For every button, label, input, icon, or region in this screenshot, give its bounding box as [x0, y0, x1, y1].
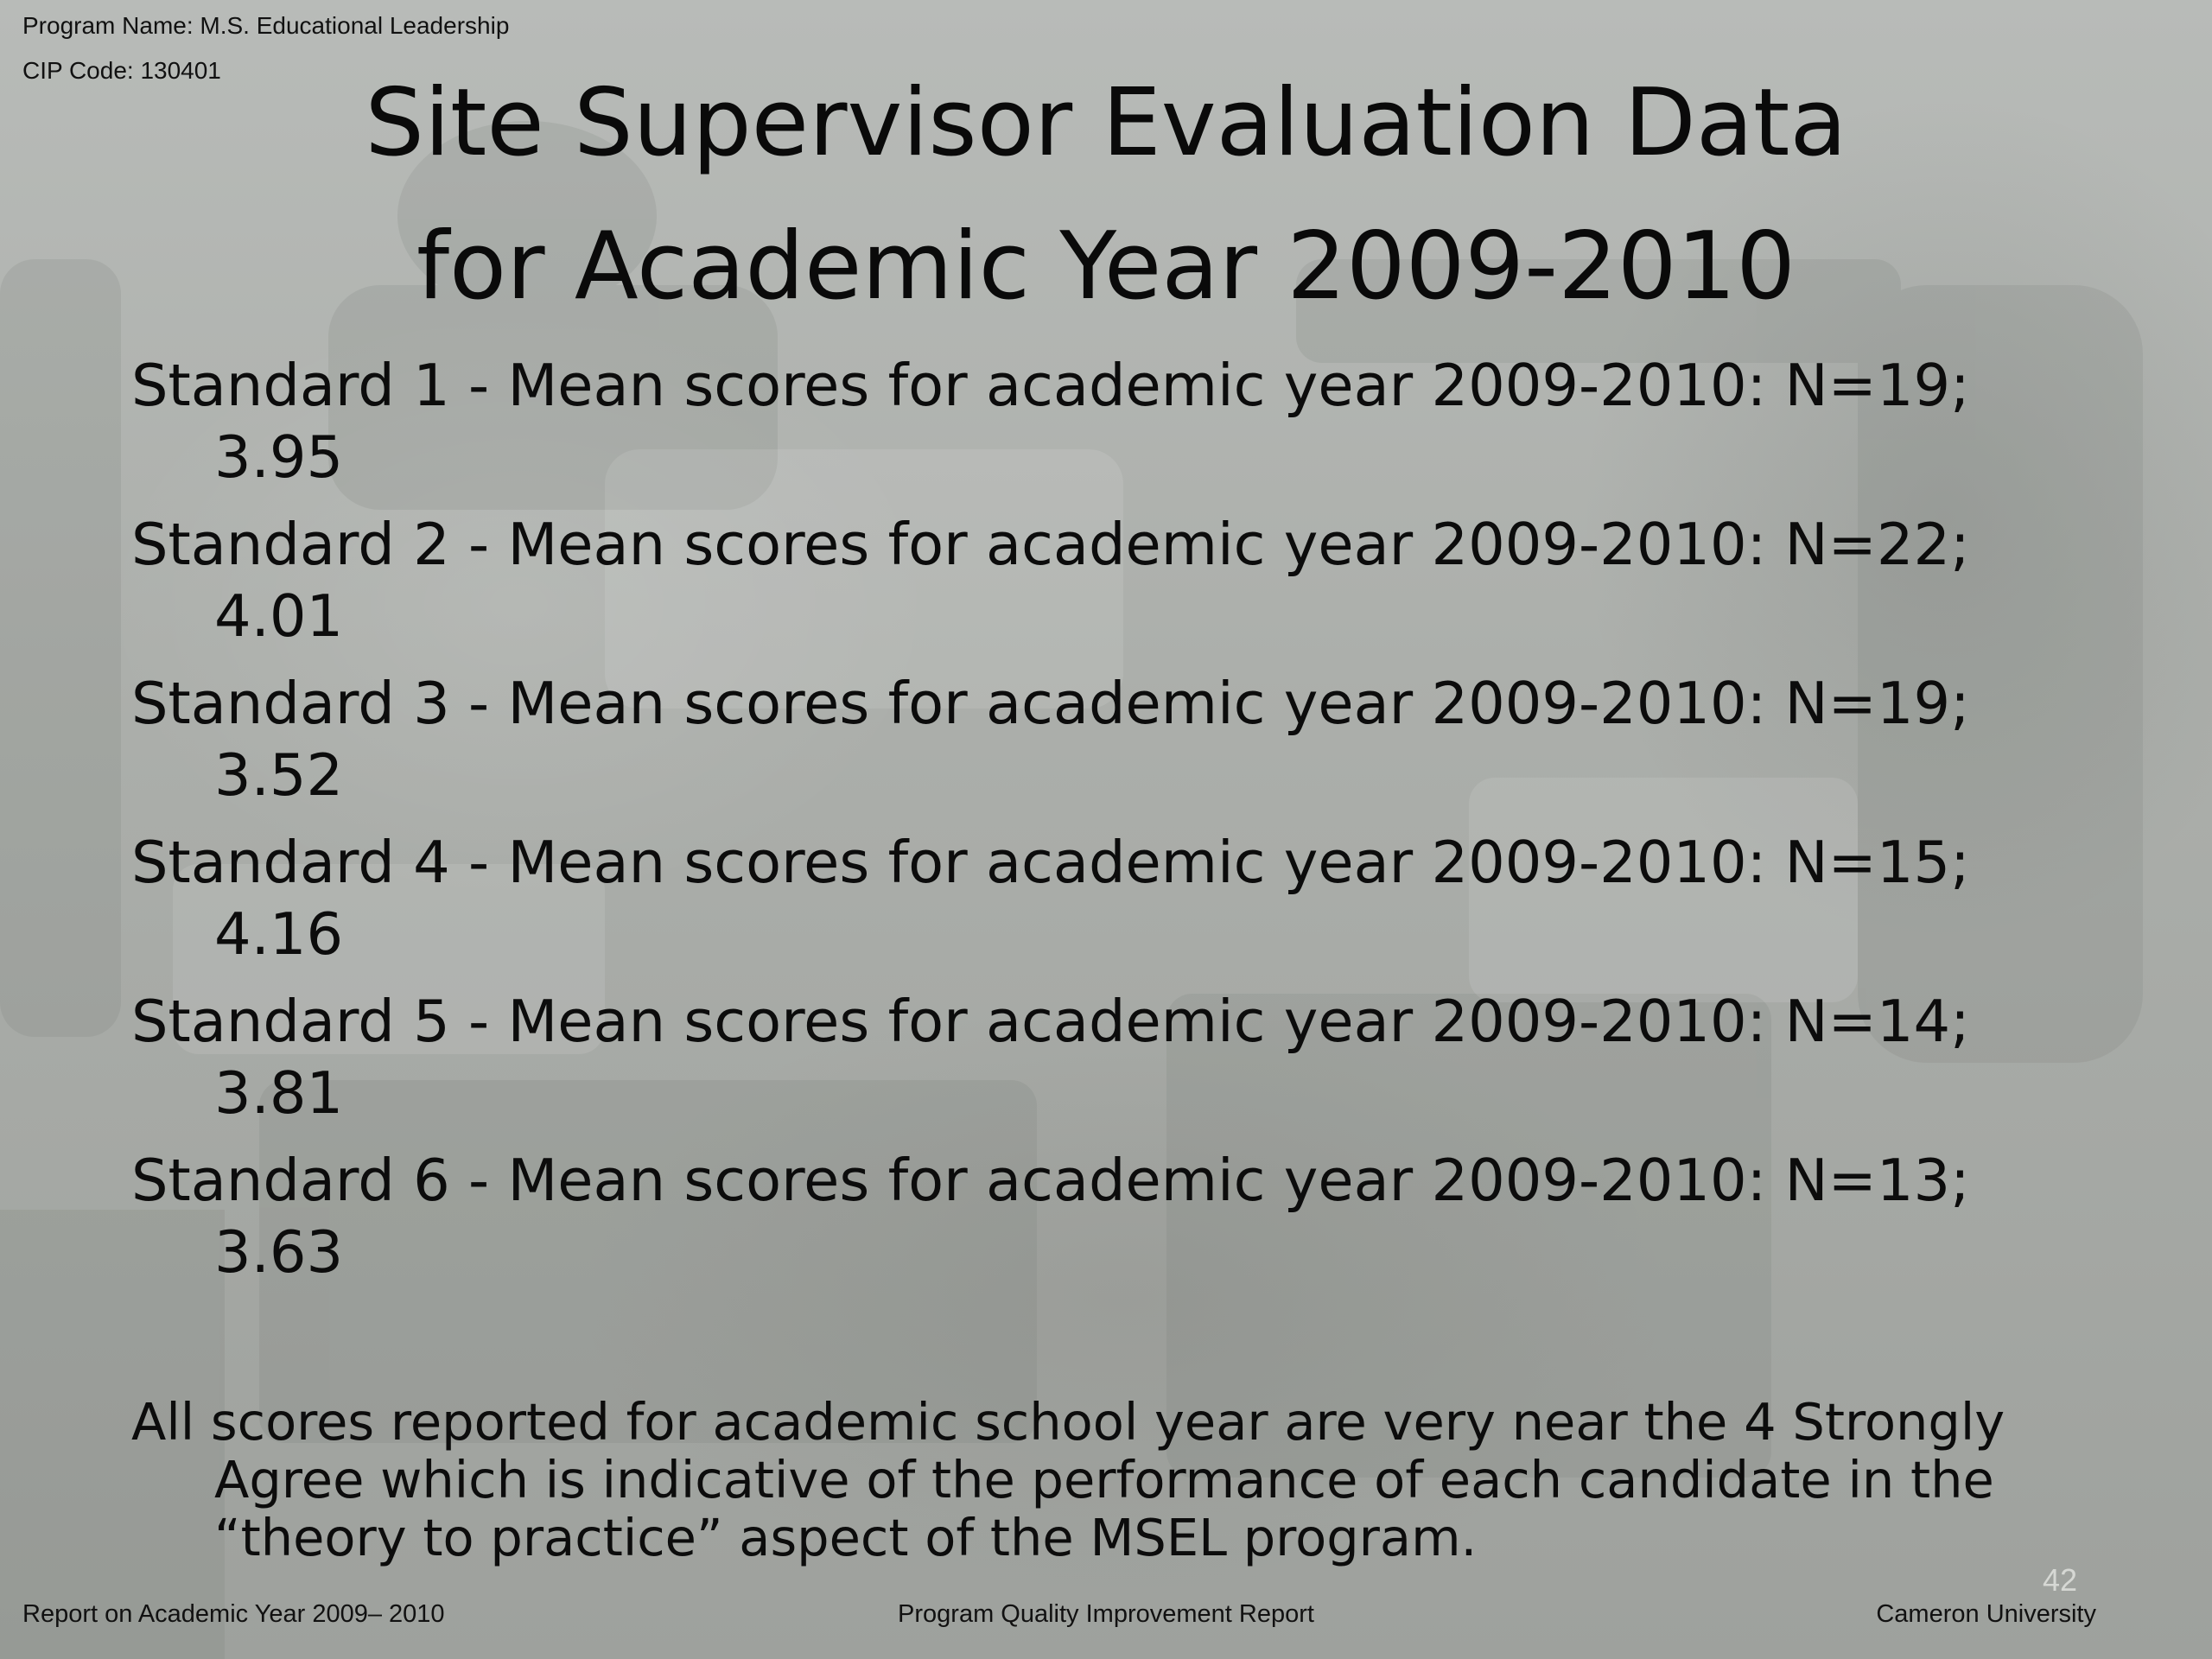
summary-paragraph: All scores reported for academic school … [131, 1392, 2005, 1567]
title-line-2: for Academic Year 2009-2010 [416, 213, 1796, 321]
standard-label: Standard 5 - Mean scores for academic ye… [131, 988, 1970, 1055]
standard-label: Standard 4 - Mean scores for academic ye… [131, 829, 1970, 896]
standard-item: Standard 2 - Mean scores for academic ye… [131, 509, 2101, 652]
slide-title: Site Supervisor Evaluation Data for Acad… [242, 52, 1970, 339]
cip-code: CIP Code: 130401 [22, 57, 221, 84]
standard-item: Standard 5 - Mean scores for academic ye… [131, 986, 2101, 1129]
standards-list: Standard 1 - Mean scores for academic ye… [131, 350, 2101, 1304]
standard-label: Standard 1 - Mean scores for academic ye… [131, 352, 1970, 419]
standard-item: Standard 1 - Mean scores for academic ye… [131, 350, 2101, 493]
standard-item: Standard 6 - Mean scores for academic ye… [131, 1145, 2101, 1288]
standard-score: 3.81 [214, 1059, 344, 1127]
standard-item: Standard 3 - Mean scores for academic ye… [131, 668, 2101, 811]
footer-right: Cameron University [1876, 1600, 2096, 1628]
standard-label: Standard 2 - Mean scores for academic ye… [131, 511, 1970, 578]
standard-score: 4.01 [214, 582, 344, 650]
standard-score: 4.16 [214, 900, 344, 968]
standard-label: Standard 6 - Mean scores for academic ye… [131, 1147, 1970, 1214]
footer-left: Report on Academic Year 2009– 2010 [22, 1600, 445, 1628]
standard-item: Standard 4 - Mean scores for academic ye… [131, 827, 2101, 970]
standard-score: 3.52 [214, 741, 344, 809]
page-number: 42 [2042, 1562, 2077, 1598]
footer-center: Program Quality Improvement Report [898, 1600, 1314, 1628]
standard-score: 3.95 [214, 423, 344, 491]
standard-label: Standard 3 - Mean scores for academic ye… [131, 670, 1970, 737]
program-name: Program Name: M.S. Educational Leadershi… [22, 12, 510, 39]
title-line-1: Site Supervisor Evaluation Data [365, 69, 1847, 177]
standard-score: 3.63 [214, 1218, 344, 1286]
